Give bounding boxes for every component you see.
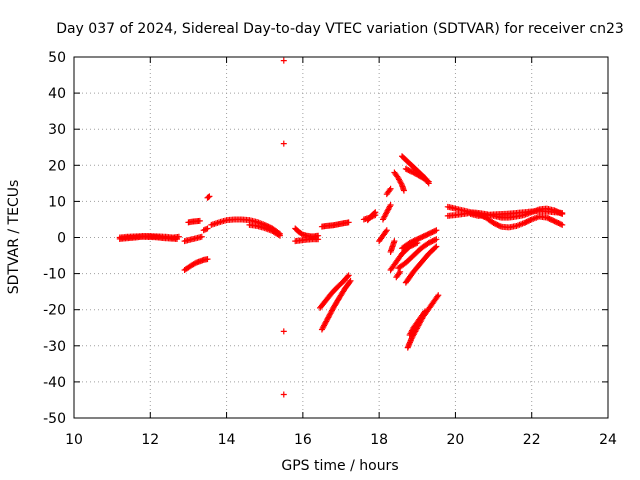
data-point bbox=[383, 227, 390, 234]
y-tick-label: 30 bbox=[48, 122, 66, 138]
x-tick-label: 16 bbox=[294, 432, 312, 448]
data-point bbox=[276, 232, 283, 239]
data-point bbox=[496, 223, 503, 230]
data-point bbox=[396, 270, 403, 277]
x-axis-label: GPS time / hours bbox=[281, 458, 398, 474]
data-point bbox=[433, 243, 440, 250]
y-tick-label: -50 bbox=[43, 411, 66, 427]
data-point bbox=[344, 273, 351, 280]
y-tick-label: 40 bbox=[48, 86, 66, 102]
data-point bbox=[173, 235, 180, 242]
y-tick-label: 0 bbox=[57, 231, 66, 247]
data-point bbox=[315, 236, 322, 243]
data-point bbox=[206, 193, 213, 200]
y-axis-ticks: -50 -40 -30 -20 -10 0 10 20 30 40 50 bbox=[43, 50, 608, 427]
y-tick-label: -10 bbox=[43, 267, 66, 283]
data-point bbox=[432, 236, 439, 243]
data-point bbox=[280, 328, 287, 335]
data-point bbox=[387, 202, 394, 209]
data-point bbox=[196, 217, 203, 224]
data-point bbox=[204, 256, 211, 263]
data-point bbox=[424, 177, 431, 184]
data-point bbox=[386, 187, 393, 194]
data-point bbox=[400, 187, 407, 194]
x-tick-label: 22 bbox=[523, 432, 541, 448]
x-tick-label: 18 bbox=[370, 432, 388, 448]
data-point bbox=[205, 194, 212, 201]
data-point bbox=[204, 225, 211, 232]
data-point bbox=[434, 293, 441, 300]
data-point bbox=[203, 226, 210, 233]
data-points bbox=[116, 57, 566, 398]
data-point bbox=[433, 227, 440, 234]
data-point bbox=[382, 228, 389, 235]
x-tick-label: 20 bbox=[447, 432, 465, 448]
data-point bbox=[435, 292, 442, 299]
x-axis-ticks: 10 12 14 16 18 20 22 24 bbox=[65, 57, 617, 448]
y-axis-label: SDTVAR / TECUs bbox=[6, 180, 22, 295]
data-point bbox=[559, 221, 566, 228]
y-tick-label: -30 bbox=[43, 339, 66, 355]
y-tick-label: -20 bbox=[43, 303, 66, 319]
data-point bbox=[391, 238, 398, 245]
data-point bbox=[346, 278, 353, 285]
data-point bbox=[557, 221, 564, 228]
data-point bbox=[280, 140, 287, 147]
data-point bbox=[372, 212, 379, 219]
data-point bbox=[421, 308, 428, 315]
x-tick-label: 14 bbox=[218, 432, 236, 448]
y-tick-label: 10 bbox=[48, 194, 66, 210]
data-point bbox=[345, 272, 352, 279]
y-tick-label: 50 bbox=[48, 50, 66, 66]
data-point bbox=[347, 277, 354, 284]
data-point bbox=[198, 233, 205, 240]
data-point bbox=[420, 309, 427, 316]
y-tick-label: 20 bbox=[48, 158, 66, 174]
chart-title: Day 037 of 2024, Sidereal Day-to-day VTE… bbox=[56, 21, 624, 37]
x-tick-label: 24 bbox=[599, 432, 617, 448]
data-point bbox=[425, 178, 432, 185]
data-point bbox=[397, 268, 404, 275]
data-point bbox=[559, 209, 566, 216]
data-point bbox=[527, 217, 534, 224]
data-point bbox=[275, 231, 282, 238]
data-point bbox=[433, 236, 440, 243]
data-point bbox=[345, 219, 352, 226]
x-tick-label: 12 bbox=[141, 432, 159, 448]
data-point bbox=[432, 244, 439, 251]
y-tick-label: -40 bbox=[43, 375, 66, 391]
data-point bbox=[280, 391, 287, 398]
data-point bbox=[280, 57, 287, 64]
x-tick-label: 10 bbox=[65, 432, 83, 448]
data-point bbox=[432, 227, 439, 234]
data-point bbox=[387, 185, 394, 192]
